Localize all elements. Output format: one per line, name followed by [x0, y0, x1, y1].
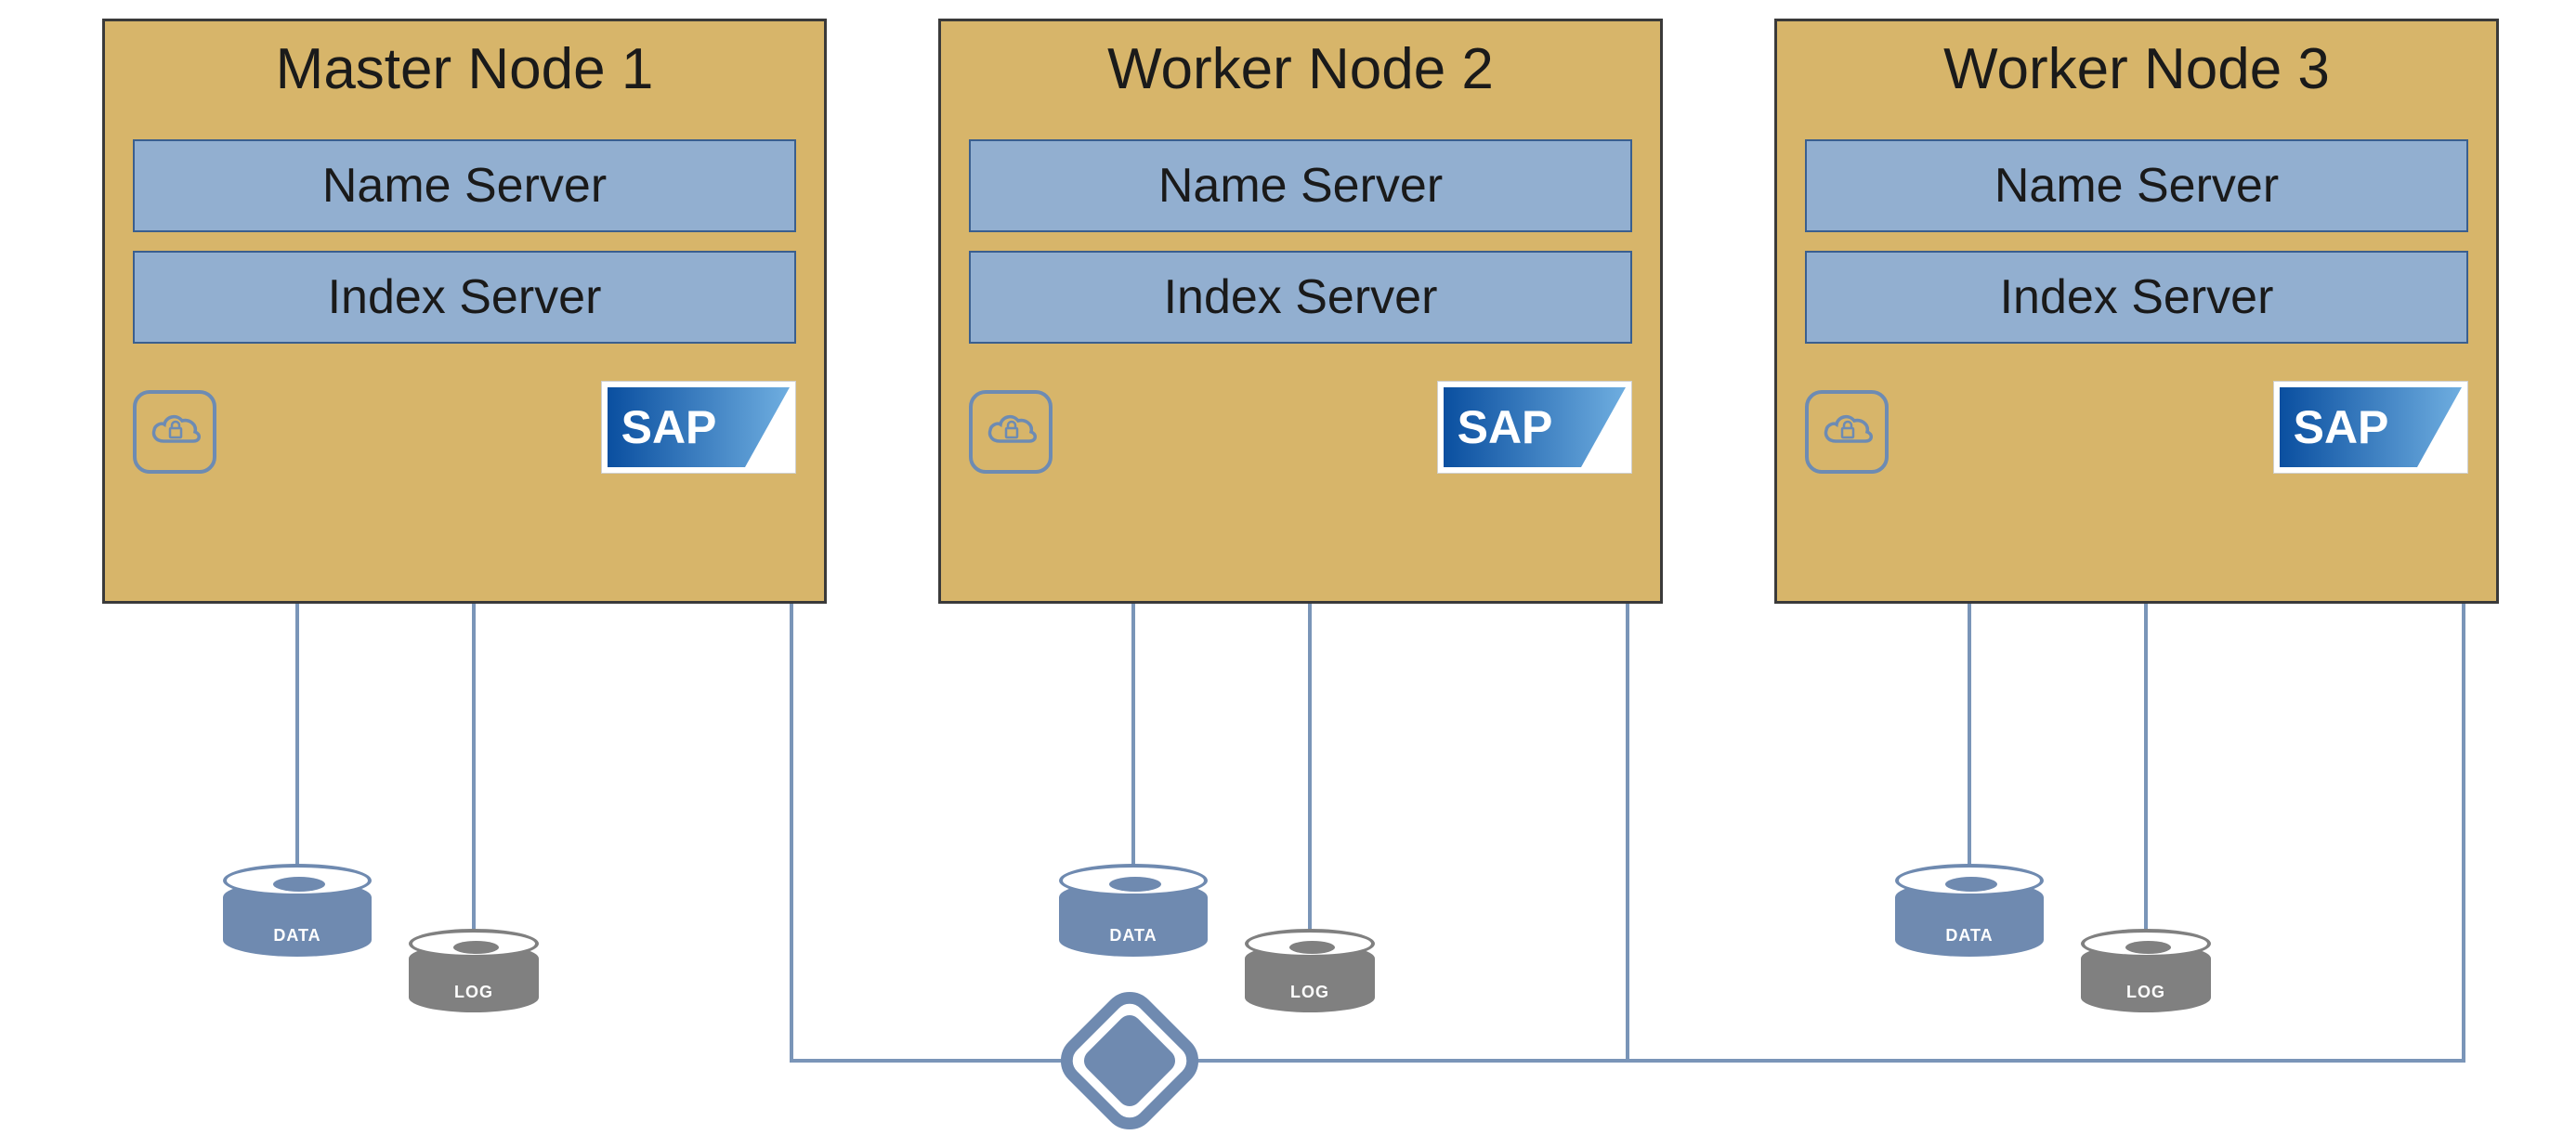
sap-logo: SAP	[1437, 381, 1632, 474]
node-title: Master Node 1	[133, 36, 796, 102]
node-footer: SAP	[969, 381, 1632, 474]
data-disk: DATA	[1895, 864, 2044, 985]
connector-line	[2462, 604, 2465, 1059]
architecture-diagram: Master Node 1 Name Server Index Server SAP D…	[0, 0, 2576, 1134]
svg-text:SAP: SAP	[621, 401, 717, 453]
server-box: Index Server	[133, 251, 796, 344]
log-disk: LOG	[409, 929, 539, 1040]
server-box: Name Server	[133, 139, 796, 232]
server-box: Index Server	[969, 251, 1632, 344]
log-disk: LOG	[2081, 929, 2211, 1040]
data-disk-label: DATA	[1895, 926, 2044, 946]
connector-line	[472, 604, 476, 934]
sap-logo: SAP	[601, 381, 796, 474]
log-disk-label: LOG	[409, 983, 539, 1002]
connector-line	[790, 1059, 2465, 1063]
connector-line	[1968, 604, 1971, 869]
node-footer: SAP	[1805, 381, 2468, 474]
node-footer: SAP	[133, 381, 796, 474]
sap-logo: SAP	[2273, 381, 2468, 474]
server-box: Name Server	[969, 139, 1632, 232]
cloud-lock-icon	[1805, 390, 1889, 474]
node-box: Worker Node 3 Name Server Index Server SAP	[1774, 19, 2499, 604]
connector-line	[295, 604, 299, 869]
log-disk-label: LOG	[1245, 983, 1375, 1002]
network-hub-icon	[1055, 986, 1204, 1135]
node-box: Worker Node 2 Name Server Index Server SAP	[938, 19, 1663, 604]
svg-text:SAP: SAP	[1458, 401, 1553, 453]
connector-line	[1308, 604, 1312, 934]
connector-line	[790, 604, 793, 1059]
server-box: Index Server	[1805, 251, 2468, 344]
data-disk-label: DATA	[1059, 926, 1208, 946]
data-disk-label: DATA	[223, 926, 372, 946]
cloud-lock-icon	[133, 390, 216, 474]
connector-line	[1626, 604, 1629, 1059]
data-disk: DATA	[223, 864, 372, 985]
node-title: Worker Node 2	[969, 36, 1632, 102]
node-title: Worker Node 3	[1805, 36, 2468, 102]
log-disk: LOG	[1245, 929, 1375, 1040]
node-box: Master Node 1 Name Server Index Server SAP	[102, 19, 827, 604]
server-box: Name Server	[1805, 139, 2468, 232]
connector-line	[1131, 604, 1135, 869]
data-disk: DATA	[1059, 864, 1208, 985]
cloud-lock-icon	[969, 390, 1053, 474]
connector-line	[2144, 604, 2148, 934]
svg-text:SAP: SAP	[2294, 401, 2389, 453]
log-disk-label: LOG	[2081, 983, 2211, 1002]
